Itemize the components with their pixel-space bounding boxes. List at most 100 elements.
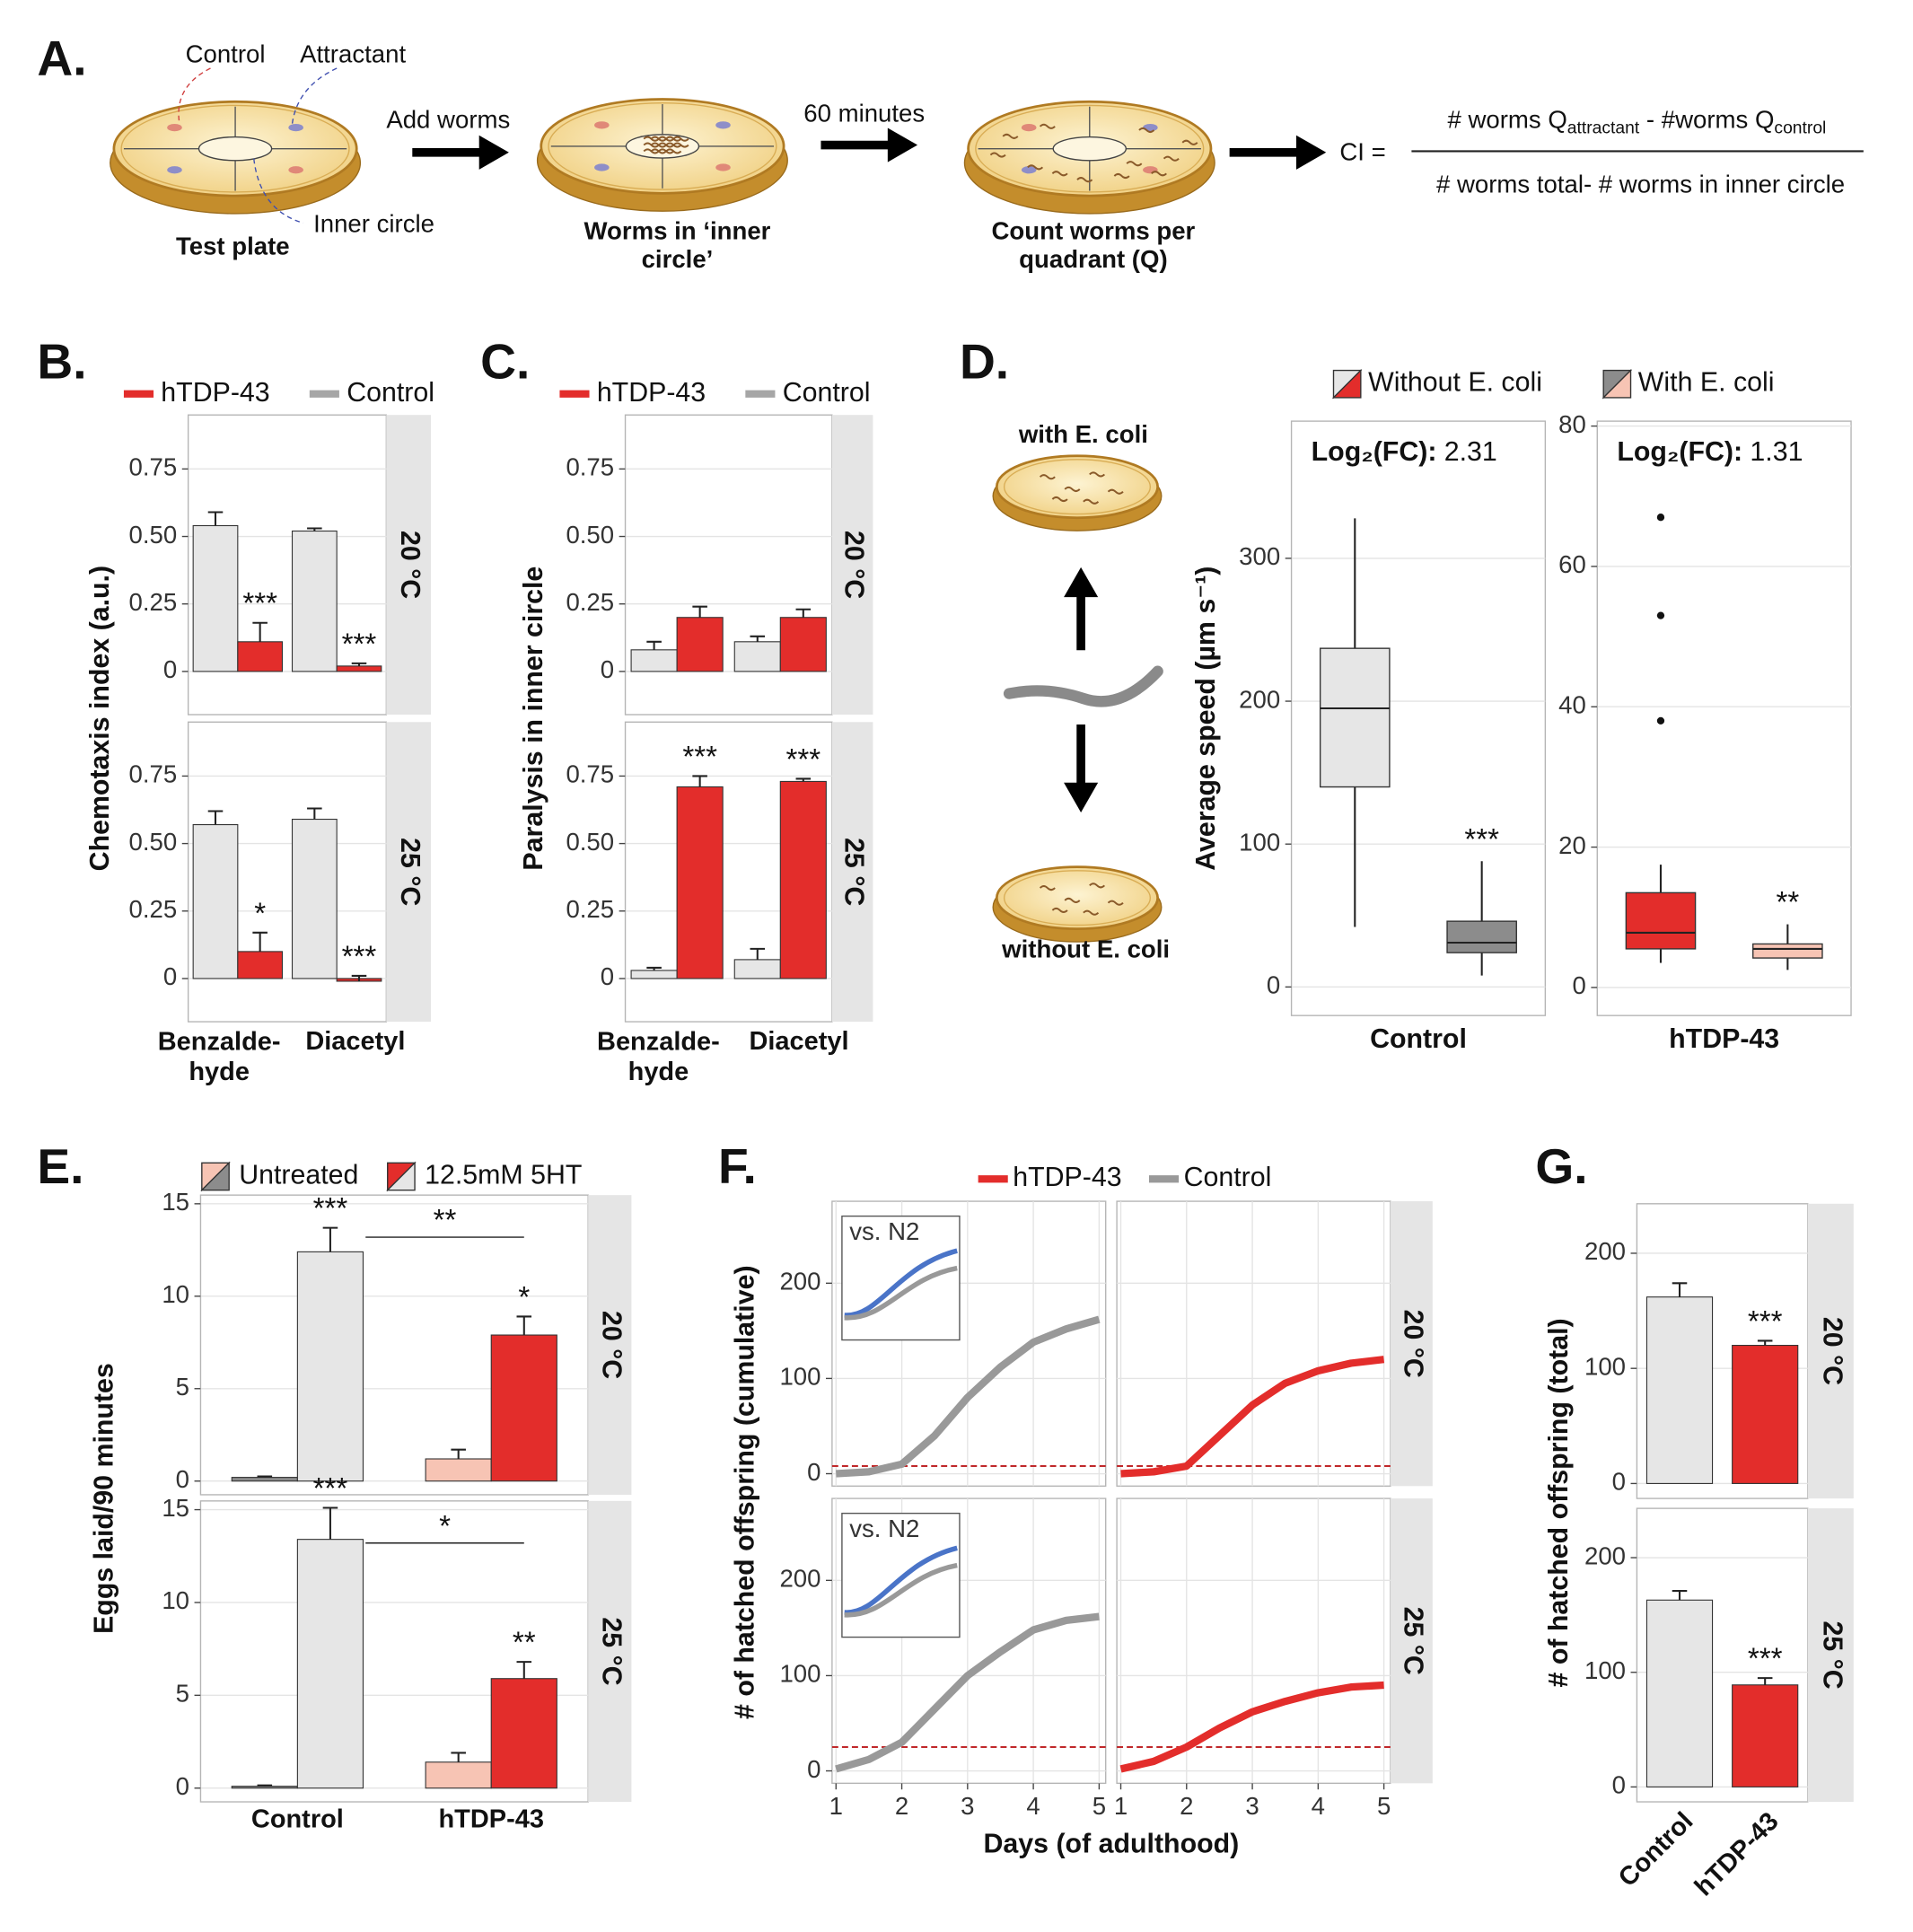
bar: [336, 665, 382, 672]
facet-strip: [1807, 1203, 1854, 1499]
bar: [490, 1678, 557, 1789]
facet-label: 25 °C: [1398, 1607, 1427, 1675]
worm: [1039, 474, 1056, 480]
y-tick-label: 20: [1558, 831, 1586, 859]
y-axis-title: # of hatched offspring (total): [1544, 1318, 1574, 1687]
bar: [425, 1458, 492, 1482]
y-tick-label: 0: [807, 1755, 820, 1783]
bar: [733, 641, 781, 672]
inner-circle: [197, 136, 273, 162]
legend-label: Control: [783, 378, 871, 408]
worm: [1163, 155, 1180, 162]
bar: [490, 1334, 557, 1482]
bar: [630, 649, 678, 672]
outlier: [1656, 611, 1665, 619]
bar: [192, 524, 239, 672]
x-axis-title: Days (of adulthood): [984, 1829, 1240, 1858]
series-line: [835, 1612, 1100, 1773]
significance: ***: [342, 628, 377, 661]
worm: [672, 136, 689, 142]
legend-label: With E. coli: [1638, 368, 1775, 398]
worm: [643, 136, 660, 142]
significance: ***: [682, 741, 717, 774]
facet-strip: [386, 722, 431, 1023]
x-tick-label: 4: [1312, 1792, 1325, 1820]
legend-label: hTDP-43: [597, 378, 706, 408]
x-tick-label: Diacetyl: [305, 1027, 405, 1056]
text-line: Benzalde-: [597, 1027, 720, 1056]
x-tick-label: hTDP-43: [1689, 1807, 1785, 1902]
y-tick-label: 0.50: [129, 828, 178, 856]
formula-subscript: control: [1774, 119, 1826, 138]
bar: [296, 1539, 364, 1789]
legend-label: 12.5mM 5HT: [425, 1160, 582, 1190]
step-label: Count worms per quadrant (Q): [992, 217, 1196, 274]
series-line: [836, 1315, 1101, 1478]
outlier: [1656, 514, 1665, 522]
y-tick-label: 80: [1558, 410, 1586, 438]
leader: [291, 67, 338, 125]
bar: [237, 951, 284, 979]
bar: [1645, 1599, 1714, 1787]
worm: [1089, 471, 1106, 478]
arrow-label: Add worms: [386, 106, 510, 134]
arrow-label: 60 minutes: [803, 100, 925, 127]
text-line: circle’: [642, 245, 714, 273]
panel-label: C.: [480, 334, 530, 390]
arrow-head: [1296, 135, 1327, 170]
bar: [425, 1761, 492, 1789]
fold-change-value: 2.31: [1444, 437, 1497, 467]
inner-circle: [1052, 136, 1128, 162]
dish-rim: [1003, 870, 1152, 926]
significance: ***: [342, 940, 377, 973]
facet-strip: [588, 1500, 632, 1803]
illustrations: [110, 67, 1327, 943]
arrow-head: [887, 127, 918, 162]
dish-label: Inner circle: [313, 209, 434, 237]
y-tick-label: 60: [1558, 550, 1586, 578]
step-label: Test plate: [176, 232, 290, 259]
legend-swatch: [386, 1161, 416, 1191]
y-tick-label: 0: [163, 655, 177, 683]
bar: [779, 617, 827, 672]
spot: [167, 123, 182, 132]
dish-rim: [1003, 459, 1152, 515]
facet-strip: [831, 722, 873, 1023]
legend-label: Without E. coli: [1368, 368, 1542, 398]
legend-label: hTDP-43: [161, 378, 269, 408]
panel: [1116, 1200, 1391, 1487]
y-tick-label: 0: [163, 962, 177, 990]
y-tick-label: 200: [779, 1268, 820, 1295]
worm: [1002, 133, 1019, 139]
x-tick-label: 5: [1377, 1792, 1391, 1820]
worm: [1064, 897, 1081, 903]
facet-strip: [831, 415, 873, 716]
worm: [665, 136, 682, 142]
inset: [841, 1215, 961, 1341]
box: [1446, 920, 1517, 953]
y-tick-label: 200: [1584, 1541, 1626, 1569]
y-tick-label: 100: [1584, 1656, 1626, 1684]
y-tick-label: 200: [1239, 685, 1280, 713]
panel: [1290, 420, 1547, 1016]
worm: [650, 136, 667, 142]
dish-rim: [975, 104, 1205, 193]
y-axis-title: Average speed (µm s⁻¹): [1191, 566, 1221, 871]
inset-curve: [844, 1545, 958, 1615]
arrow-head: [1064, 782, 1099, 812]
y-tick-label: 0.50: [566, 521, 614, 549]
significance: **: [513, 1627, 536, 1660]
significance: **: [1776, 886, 1799, 919]
x-tick-label: 3: [961, 1792, 974, 1820]
facet-label: 25 °C: [1817, 1620, 1847, 1689]
y-tick-label: 200: [1584, 1237, 1626, 1265]
significance: ***: [1464, 823, 1499, 856]
bar: [231, 1477, 298, 1482]
facet-strip: [588, 1195, 632, 1495]
y-tick-label: 100: [779, 1363, 820, 1391]
legend-label: hTDP-43: [1013, 1163, 1121, 1192]
inset-curve: [844, 1248, 958, 1318]
y-tick-label: 10: [162, 1586, 189, 1614]
worm: [1126, 161, 1143, 167]
bracket-significance: *: [439, 1510, 451, 1543]
